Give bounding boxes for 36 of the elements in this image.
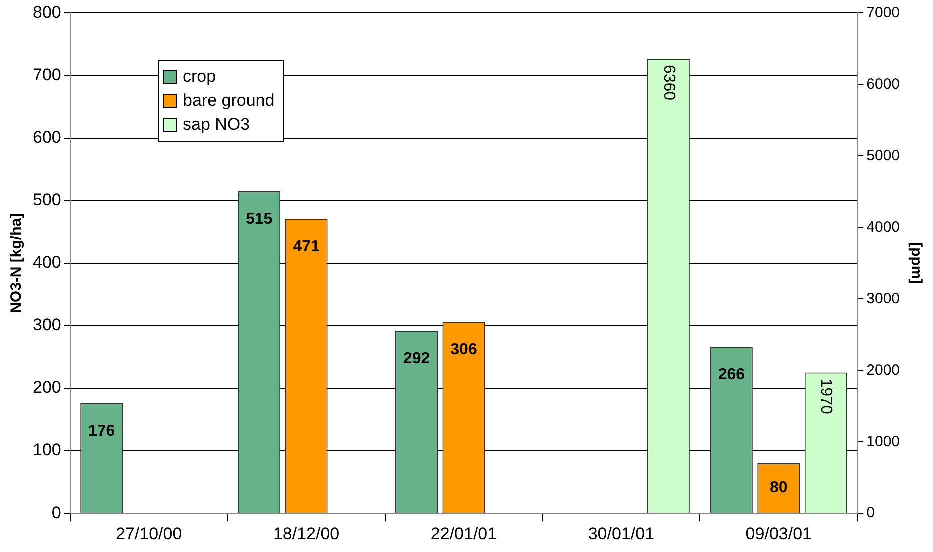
y-tick-label: 700 [32, 65, 62, 84]
data-label: 176 [88, 422, 116, 440]
y-tick-label: 300 [32, 316, 62, 335]
legend-label: bare ground [183, 90, 275, 112]
y-tick-label: 0 [52, 503, 62, 522]
y2-axis-title: [ppm] [908, 242, 925, 284]
y2-tick-label: 2000 [866, 362, 900, 379]
y-tick-label: 200 [32, 378, 62, 398]
data-label: 1970 [818, 378, 835, 414]
x-tick-label: 18/12/00 [273, 524, 340, 544]
data-label: 306 [450, 342, 478, 359]
data-label: 515 [246, 210, 273, 228]
y2-tick-label: 4000 [866, 218, 900, 236]
x-tick-label: 30/01/01 [588, 524, 655, 544]
y-tick-label: 600 [32, 128, 62, 147]
data-label: 471 [293, 238, 320, 256]
y2-tick-label: 3000 [866, 290, 900, 308]
data-label: 292 [403, 350, 430, 368]
y-axis-title: NO3-N [kg/ha] [8, 213, 26, 314]
legend-label: sap NO3 [183, 114, 250, 136]
x-tick-label: 27/10/00 [116, 524, 182, 544]
y-tick-label: 100 [32, 440, 62, 460]
y2-tick-label: 6000 [866, 76, 900, 93]
y2-tick-label: 1000 [866, 433, 900, 450]
data-label: 80 [770, 480, 788, 497]
y-tick-label: 400 [32, 253, 62, 272]
x-tick-label: 22/01/01 [430, 524, 498, 544]
data-label: 266 [718, 366, 746, 384]
y2-tick-label: 5000 [866, 147, 900, 164]
legend-label: crop [183, 66, 216, 88]
x-tick-label: 09/03/01 [746, 524, 812, 544]
y2-tick-label: 0 [866, 504, 875, 522]
data-label: 6360 [660, 64, 678, 101]
y-tick-label: 800 [32, 2, 62, 22]
y2-tick-label: 7000 [866, 4, 900, 22]
y-tick-label: 500 [32, 190, 62, 210]
